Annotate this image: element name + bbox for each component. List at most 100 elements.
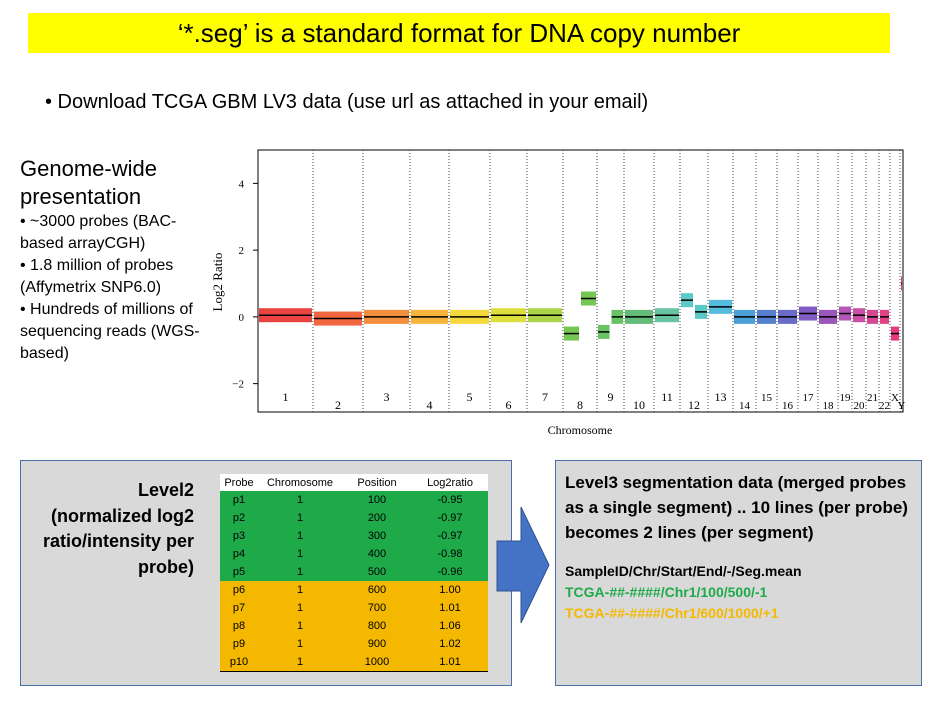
column-header: Log2ratio [412, 474, 488, 491]
table-cell: 100 [342, 491, 412, 509]
table-cell: p9 [220, 635, 258, 653]
table-cell: -0.98 [412, 545, 488, 563]
probe-table: Probe Chromosome Position Log2ratio p1 1 100 -0… [220, 474, 488, 672]
column-header: Probe [220, 474, 258, 491]
level3-text: Level3 segmentation data (merged probes … [565, 470, 915, 624]
chrom-label: Y [898, 400, 906, 412]
chrom-label: 14 [739, 400, 751, 412]
line: • 1.8 million of probes (Affymetrix SNP6… [20, 257, 174, 296]
table-cell: p4 [220, 545, 258, 563]
table-cell: 800 [342, 617, 412, 635]
table-cell: p10 [220, 653, 258, 672]
table-cell: p3 [220, 527, 258, 545]
table-row: p9 1 900 1.02 [220, 635, 488, 653]
table-row: p4 1 400 -0.98 [220, 545, 488, 563]
table-cell: -0.96 [412, 563, 488, 581]
column-header: Position [342, 474, 412, 491]
bullet: • Download TCGA GBM LV3 data (use url as… [45, 91, 649, 113]
table-cell: p1 [220, 491, 258, 509]
chrom-label: 21 [867, 392, 878, 404]
table-cell: 1.00 [412, 581, 488, 599]
chrom-label: 12 [688, 398, 700, 412]
plot-frame [257, 149, 904, 413]
heading: Genome-wide presentation [20, 156, 157, 209]
level3-box [555, 460, 922, 686]
table-cell: 600 [342, 581, 412, 599]
table-cell: 200 [342, 509, 412, 527]
genome-plot: Log2 Ratio Chromosome −20241234567891011… [210, 149, 906, 437]
table-cell: p8 [220, 617, 258, 635]
line: • Hundreds of millions of sequencing rea… [20, 301, 200, 362]
table-cell: 1.01 [412, 599, 488, 617]
table-cell: 1 [258, 509, 342, 527]
table-cell: 900 [342, 635, 412, 653]
table-cell: p2 [220, 509, 258, 527]
table-cell: -0.95 [412, 491, 488, 509]
table-cell: 1 [258, 653, 342, 672]
table-cell: 1 [258, 563, 342, 581]
table-cell: 1.02 [412, 635, 488, 653]
table-cell: 1.01 [412, 653, 488, 672]
table-row: p10 1 1000 1.01 [220, 653, 488, 672]
level2-label: Level2 (normalized log2 ratio/intensity … [42, 480, 194, 577]
left-text: Genome-wide presentation • ~3000 probes … [20, 155, 210, 365]
line: • ~3000 probes (BAC-based arrayCGH) [20, 213, 177, 252]
table-cell: 1 [258, 545, 342, 563]
table-cell: 1 [258, 581, 342, 599]
y-label: Log2 Ratio [210, 253, 225, 312]
chrom-label: 13 [715, 390, 727, 404]
table-row: p2 1 200 -0.97 [220, 509, 488, 527]
table-row: p8 1 800 1.06 [220, 617, 488, 635]
chrom-label: 6 [506, 398, 512, 412]
table-cell: p6 [220, 581, 258, 599]
chrom-label: 1 [283, 390, 289, 404]
format: SampleID/Chr/Start/End/-/Seg.mean [565, 563, 802, 579]
table-cell: p7 [220, 599, 258, 617]
y-tick-label: 4 [239, 178, 245, 190]
title: ‘*.seg’ is a standard format for DNA cop… [28, 13, 890, 53]
chrom-label: 9 [608, 390, 614, 404]
chrom-label: 10 [633, 398, 645, 412]
table-cell: 1 [258, 491, 342, 509]
x-label: Chromosome [548, 423, 613, 437]
chrom-label: 5 [467, 390, 473, 404]
seg-line: TCGA-##-####/Chr1/600/1000/+1 [565, 605, 779, 621]
table-row: p1 1 100 -0.95 [220, 491, 488, 509]
table-cell: 300 [342, 527, 412, 545]
arrow [496, 506, 550, 624]
chrom-label: 15 [761, 392, 773, 404]
chrom-label: 2 [335, 398, 341, 412]
chrom-label: 4 [427, 398, 433, 412]
chrom-label: 8 [577, 398, 583, 412]
table-cell: -0.97 [412, 527, 488, 545]
column-header: Chromosome [258, 474, 342, 491]
table-cell: -0.97 [412, 509, 488, 527]
table-cell: 1000 [342, 653, 412, 672]
table-cell: 400 [342, 545, 412, 563]
chrom-label: 3 [384, 390, 390, 404]
chrom-label: 20 [854, 400, 866, 412]
table-cell: 1.06 [412, 617, 488, 635]
chrom-label: 22 [879, 400, 890, 412]
table-row: p7 1 700 1.01 [220, 599, 488, 617]
chrom-label: 17 [803, 392, 815, 404]
chrom-label: 19 [840, 392, 852, 404]
table-row: p6 1 600 1.00 [220, 581, 488, 599]
chrom-label: 16 [782, 400, 794, 412]
table-cell: 1 [258, 599, 342, 617]
y-tick-label: 0 [239, 312, 245, 324]
table-cell: 700 [342, 599, 412, 617]
table-cell: 1 [258, 617, 342, 635]
table-row: p3 1 300 -0.97 [220, 527, 488, 545]
chrom-label: 7 [542, 390, 548, 404]
chrom-label: 18 [823, 400, 835, 412]
y-tick-label: −2 [232, 379, 244, 391]
seg-line: TCGA-##-####/Chr1/100/500/-1 [565, 584, 768, 600]
table-row: p5 1 500 -0.96 [220, 563, 488, 581]
table-cell: 500 [342, 563, 412, 581]
table-cell: 1 [258, 527, 342, 545]
chrom-label: 11 [661, 390, 673, 404]
y-tick-label: 2 [239, 245, 245, 257]
chrom-label: X [891, 392, 899, 404]
